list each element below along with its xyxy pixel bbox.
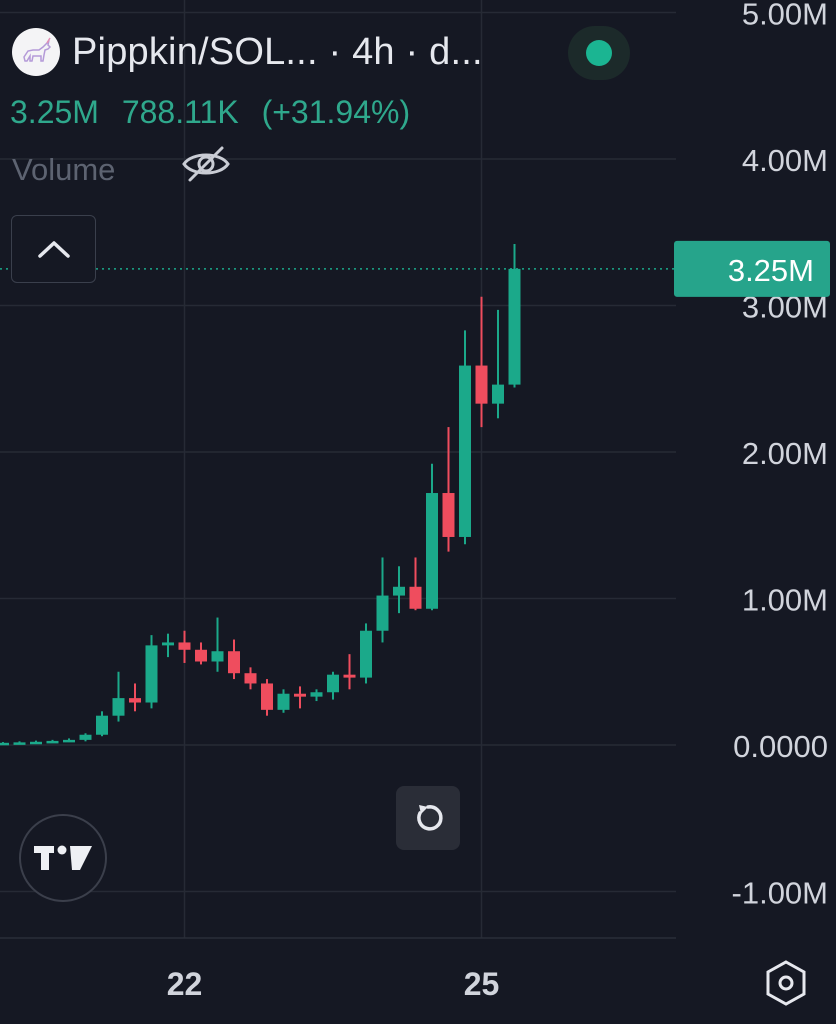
time-axis-label: 22 — [167, 966, 203, 1002]
candle-body — [178, 642, 191, 650]
status-dot — [586, 40, 612, 66]
candle-body — [63, 739, 75, 743]
candle-body — [277, 693, 290, 710]
candle-body — [0, 742, 9, 746]
reset-chart-button[interactable] — [396, 786, 460, 850]
price-axis-label: 5.00M — [742, 0, 828, 32]
candle-body — [294, 693, 306, 697]
candle-body — [409, 586, 422, 609]
candle-body — [327, 674, 339, 693]
candles — [0, 243, 521, 746]
candle-body — [459, 365, 471, 537]
rotate-icon — [417, 805, 443, 831]
chevron-up-icon — [37, 241, 70, 258]
price-axis-label: -1.00M — [732, 876, 828, 911]
candle-body — [310, 692, 323, 697]
candle-body — [426, 493, 438, 609]
price-axis-label: 4.00M — [742, 143, 828, 178]
candle-body — [261, 683, 273, 710]
current-price: 3.25M — [10, 94, 99, 130]
time-axis: 22 25 — [167, 966, 500, 1002]
candle-body — [343, 674, 356, 678]
candle-body — [30, 741, 42, 745]
candle-body — [112, 698, 125, 716]
price-axis-label: 2.00M — [742, 436, 828, 471]
volume-indicator: Volume — [12, 146, 230, 188]
candle-body — [145, 645, 158, 703]
collapse-button[interactable] — [11, 215, 96, 283]
status-indicator[interactable] — [568, 26, 630, 80]
chart-title[interactable]: Pippkin/SOL... · 4h · d... — [72, 30, 483, 73]
candle-body — [211, 651, 224, 662]
grid-lines — [0, 0, 676, 939]
candle-body — [244, 673, 257, 684]
last-price-label: 3.25M — [728, 253, 814, 288]
candle-body — [13, 742, 26, 745]
eye-slash-icon[interactable] — [180, 142, 232, 186]
candle-body — [162, 642, 174, 646]
price-axis-label: 1.00M — [742, 583, 828, 618]
candle-body — [393, 586, 405, 596]
candle-body — [508, 268, 521, 385]
candle-body — [376, 595, 389, 631]
candle-body — [475, 365, 488, 404]
price-axis-label: 0.0000 — [733, 729, 828, 764]
candle-body — [228, 651, 240, 674]
time-axis-label: 25 — [464, 966, 500, 1002]
hexagon-settings-icon[interactable] — [764, 959, 808, 1007]
price-change-pct: (+31.94%) — [261, 94, 411, 130]
price-change-abs: 788.11K — [121, 94, 239, 130]
price-summary: 3.25M 788.11K (+31.94%) — [10, 94, 424, 131]
volume-label: Volume — [12, 152, 116, 187]
candle-body — [46, 740, 59, 744]
last-price-tag: 3.25M — [674, 240, 830, 297]
candle-body — [129, 698, 141, 703]
candle-body — [442, 493, 455, 537]
chart-header: Pippkin/SOL... · 4h · d... — [12, 24, 483, 80]
candle-body — [79, 734, 92, 740]
candle-body — [96, 715, 108, 735]
candle-body — [195, 649, 207, 662]
unicorn-avatar-icon[interactable] — [12, 28, 60, 76]
candle-body — [360, 630, 372, 678]
candle-body — [492, 384, 504, 404]
last-price-tag-bg — [674, 240, 830, 297]
tradingview-logo[interactable] — [19, 814, 107, 902]
